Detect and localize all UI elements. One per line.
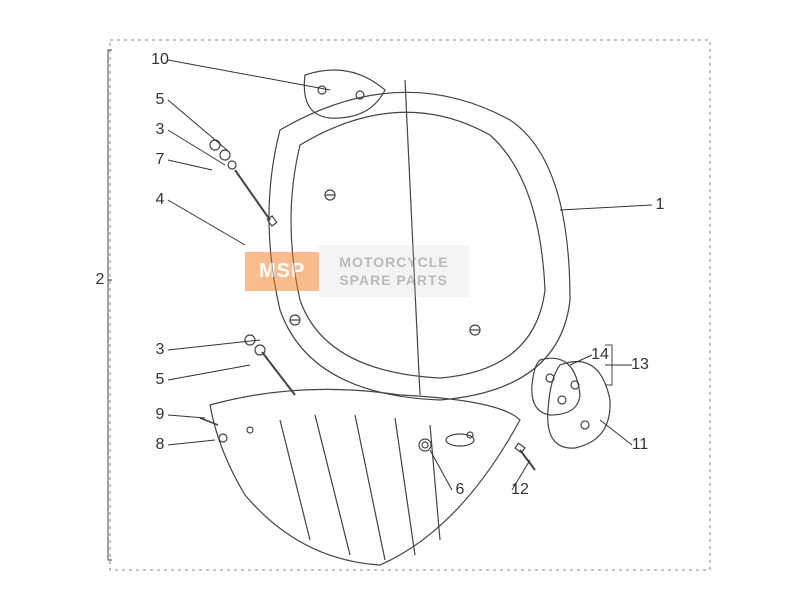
callout-6: 6 [456, 481, 465, 499]
diagram-svg [0, 0, 800, 600]
callout-8: 8 [156, 436, 165, 454]
callout-5b: 5 [156, 371, 165, 389]
callout-5: 5 [156, 91, 165, 109]
callout-7: 7 [156, 151, 165, 169]
callout-2: 2 [96, 271, 105, 289]
diagram-container: 123345567891011121314 MSP MOTORCYCLE SPA… [0, 0, 800, 600]
callout-3: 3 [156, 121, 165, 139]
callout-11: 11 [632, 436, 649, 454]
callout-13: 13 [631, 356, 649, 374]
callout-4: 4 [156, 191, 165, 209]
callout-3b: 3 [156, 341, 165, 359]
callout-10: 10 [151, 51, 169, 69]
callout-12: 12 [511, 481, 529, 499]
callout-14: 14 [591, 346, 609, 364]
callout-1: 1 [656, 196, 665, 214]
callout-9: 9 [156, 406, 165, 424]
